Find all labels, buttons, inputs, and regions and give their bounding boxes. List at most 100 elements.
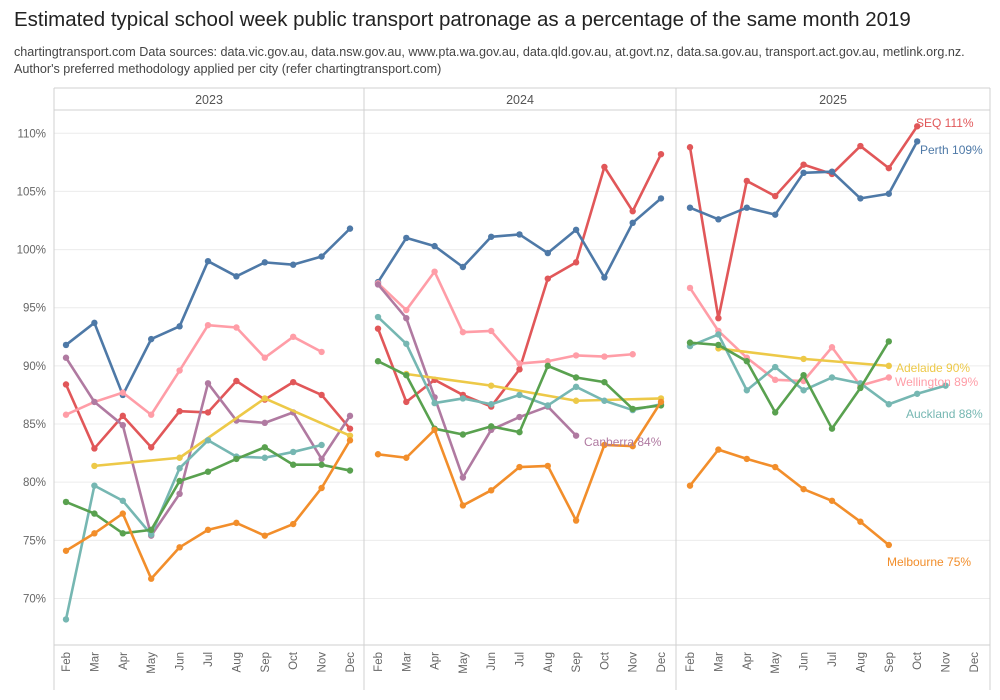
data-point: [942, 382, 949, 389]
data-point: [290, 461, 297, 468]
series-line: [93, 397, 352, 468]
data-point: [204, 468, 212, 475]
axis-ticks: 70% 75% 80% 85% 90% 95% 100% 105% 110% 2023 Feb Mar…: [17, 93, 981, 674]
data-point: [459, 395, 467, 402]
x-tick-label: Jul: [203, 652, 215, 667]
data-point: [686, 339, 694, 346]
series-perth: [62, 138, 921, 399]
panel-title: 2023: [195, 93, 223, 107]
x-tick-label: Mar: [89, 652, 101, 672]
series-line: [376, 283, 578, 479]
data-point: [488, 327, 495, 335]
x-tick-label: Sep: [571, 652, 583, 672]
data-point: [629, 219, 636, 227]
data-point: [601, 353, 608, 360]
data-point: [119, 510, 127, 517]
data-point: [148, 411, 155, 418]
data-point: [715, 331, 722, 338]
data-point: [119, 497, 127, 504]
data-point: [572, 517, 580, 524]
data-point: [857, 195, 864, 202]
y-tick-label: 80%: [23, 477, 46, 489]
data-point: [91, 445, 98, 452]
data-point: [403, 306, 410, 314]
data-point: [62, 381, 70, 388]
data-point: [261, 532, 268, 539]
data-point: [885, 374, 892, 381]
data-point: [885, 338, 892, 345]
data-point: [629, 351, 636, 358]
data-point: [261, 454, 268, 461]
x-tick-label: Apr: [742, 652, 754, 670]
data-point: [743, 177, 750, 185]
y-tick-label: 90%: [23, 361, 46, 373]
series-label-adelaide: Adelaide 90%: [896, 361, 970, 375]
data-point: [572, 226, 580, 233]
data-point: [516, 360, 523, 367]
data-point: [715, 446, 722, 453]
data-point: [459, 474, 467, 481]
data-point: [148, 444, 155, 451]
data-point: [516, 231, 523, 238]
series-label-auckland: Auckland 88%: [906, 407, 983, 421]
chart-title: Estimated typical school week public tra…: [14, 8, 911, 31]
data-point: [800, 355, 807, 363]
data-point: [346, 225, 354, 232]
data-point: [800, 485, 807, 493]
series-wellington: [62, 268, 892, 418]
series-line: [688, 340, 891, 430]
data-point: [148, 335, 155, 343]
data-point: [233, 455, 240, 463]
data-point: [544, 275, 551, 282]
data-point: [686, 482, 694, 489]
data-point: [318, 455, 325, 463]
x-tick-label: Apr: [430, 652, 442, 670]
series-melbourne: [62, 398, 892, 582]
data-point: [318, 484, 325, 492]
data-point: [914, 123, 921, 130]
series-canberra: [62, 281, 580, 539]
series-label-melbourne: Melbourne 75%: [887, 555, 971, 569]
data-point: [403, 371, 410, 379]
series-label-seq: SEQ 111%: [916, 116, 974, 130]
data-point: [233, 377, 240, 385]
x-tick-label: Aug: [231, 652, 243, 672]
data-point: [318, 441, 325, 449]
data-point: [885, 401, 892, 408]
data-point: [62, 341, 70, 349]
x-tick-label: Aug: [543, 652, 555, 672]
data-point: [91, 462, 98, 470]
series-label-wellington: Wellington 89%: [895, 375, 978, 389]
data-point: [176, 367, 183, 374]
y-tick-label: 75%: [23, 535, 46, 547]
series-line: [64, 439, 352, 581]
x-tick-label: Jun: [486, 652, 498, 671]
data-point: [772, 192, 779, 200]
data-point: [572, 383, 580, 391]
x-tick-label: Feb: [685, 652, 697, 672]
data-point: [800, 161, 807, 168]
x-tick-label: Apr: [118, 652, 130, 670]
x-tick-label: Oct: [599, 651, 611, 670]
data-point: [772, 363, 779, 371]
data-point: [374, 281, 382, 288]
panel-title: 2025: [819, 93, 847, 107]
data-point: [885, 164, 892, 172]
data-point: [657, 195, 665, 202]
data-point: [431, 399, 438, 407]
data-point: [431, 426, 438, 434]
data-point: [743, 358, 750, 365]
series-layer: [62, 123, 949, 623]
data-point: [516, 413, 523, 421]
x-tick-label: Nov: [628, 652, 640, 673]
data-point: [290, 333, 297, 340]
data-point: [885, 541, 892, 549]
series-line: [376, 270, 635, 365]
data-point: [828, 168, 836, 175]
data-point: [885, 362, 892, 370]
data-point: [148, 526, 155, 534]
data-point: [743, 387, 750, 394]
data-point: [119, 421, 127, 429]
data-point: [544, 358, 551, 365]
